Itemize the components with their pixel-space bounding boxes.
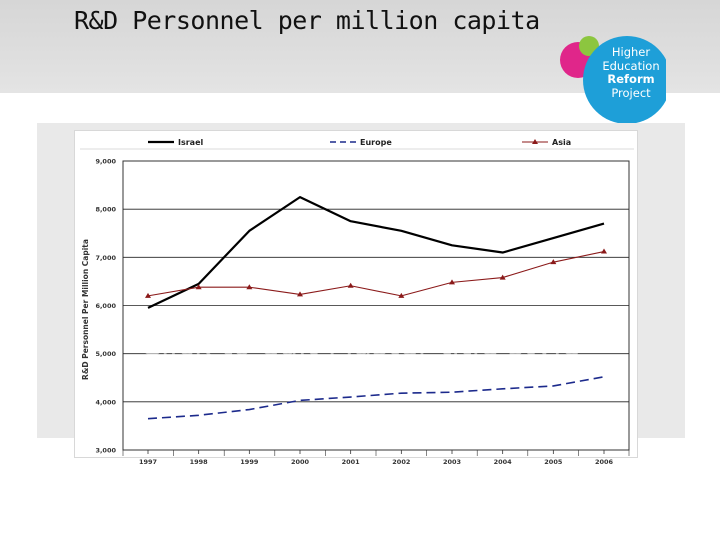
y-tick-label: 8,000 [95,206,116,214]
point-asia [601,248,607,254]
x-tick-label: 1997 [139,458,157,466]
logo-blue-circle [583,36,666,124]
x-tick-label: 2006 [595,458,614,466]
point-asia [550,259,557,265]
logo-text: Higher Education Reform Project [598,45,664,100]
slide-title: R&D Personnel per million capita [74,6,540,35]
x-tick-label: 2000 [291,458,310,466]
x-tick-label: 2003 [443,458,461,466]
point-asia [145,292,151,298]
x-tick-label: 2001 [342,458,361,466]
legend-marker-asia [532,139,538,144]
logo-line-2: Education [602,58,660,73]
point-asia [347,282,354,288]
legend-label-israel: Israel [178,138,204,147]
y-tick-label: 4,000 [95,398,116,406]
x-tick-label: 2004 [494,458,513,466]
y-tick-label: 5,000 [95,350,116,358]
chart-frame [74,130,638,458]
y-axis-label: R&D Personnel Per Million Capita [81,239,90,380]
y-tick-label: 3,000 [95,447,116,455]
x-tick-label: 1999 [240,458,259,466]
series-line-europe [147,375,605,420]
logo-line-4: Project [611,85,651,100]
hero-logo-icon [560,36,666,124]
x-tick-label: 2005 [544,458,563,466]
x-tick-label: 2002 [392,458,410,466]
legend-label-europe: Europe [360,138,392,147]
point-asia [398,292,405,298]
x-tick-label: 1998 [190,458,209,466]
logo-line-1: Higher [611,45,651,59]
series-line-israel [147,196,605,309]
point-asia [195,284,202,290]
y-tick-label: 9,000 [95,158,116,166]
point-asia [297,291,303,297]
title-placeholder: Click to edit Master title style [140,328,580,363]
legend-label-asia: Asia [552,138,571,147]
point-asia [246,284,253,290]
y-tick-label: 6,000 [95,302,116,310]
point-asia [499,274,506,280]
point-asia [449,279,455,285]
y-tick-label: 7,000 [95,254,116,262]
series-line-asia [147,251,605,297]
logo-line-3: Reform [607,72,655,86]
